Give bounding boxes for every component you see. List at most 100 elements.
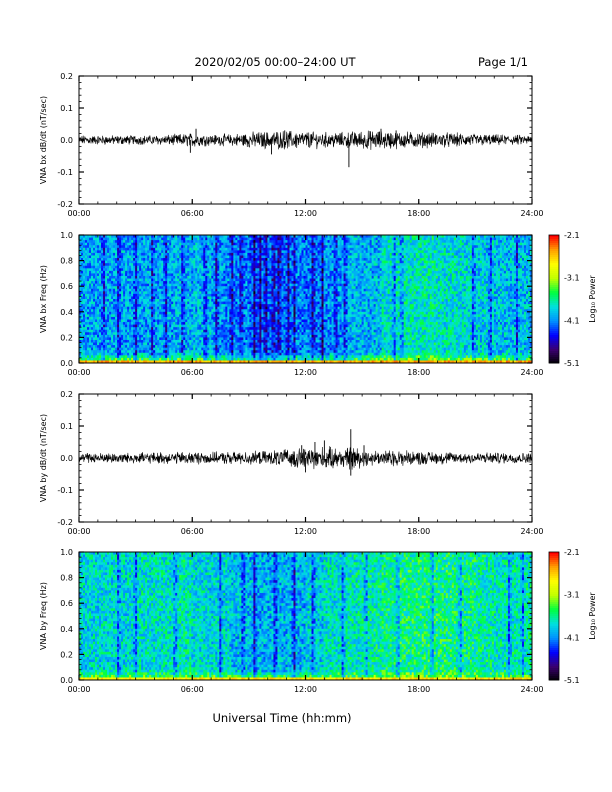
heatmap-cell	[191, 270, 194, 274]
heatmap-cell	[189, 332, 192, 336]
heatmap-cell	[143, 332, 146, 336]
heatmap-cell	[121, 322, 124, 325]
heatmap-cell	[139, 250, 142, 254]
heatmap-cell	[97, 337, 100, 341]
heatmap-cell	[167, 309, 170, 313]
heatmap-cell	[87, 332, 90, 336]
heatmap-cell	[121, 345, 124, 349]
heatmap-cell	[175, 316, 178, 320]
heatmap-cell	[85, 332, 88, 336]
heatmap-cell	[185, 265, 188, 269]
heatmap-cell	[145, 283, 148, 287]
heatmap-cell	[83, 252, 86, 256]
heatmap-cell	[89, 345, 92, 349]
heatmap-cell	[105, 252, 108, 256]
heatmap-cell	[175, 283, 178, 287]
heatmap-cell	[83, 332, 86, 336]
heatmap-cell	[193, 252, 196, 256]
heatmap-cell	[157, 260, 160, 264]
heatmap-cell	[173, 299, 176, 302]
heatmap-cell	[87, 291, 90, 295]
heatmap-cell	[81, 273, 84, 277]
heatmap-cell	[117, 360, 120, 364]
heatmap-cell	[171, 263, 174, 267]
heatmap-cell	[91, 306, 94, 310]
heatmap-cell	[93, 235, 96, 238]
heatmap-cell	[101, 337, 104, 341]
heatmap-cell	[139, 322, 142, 325]
heatmap-cell	[205, 237, 208, 241]
heatmap-cell	[133, 245, 136, 249]
heatmap-cell	[153, 250, 156, 254]
heatmap-cell	[185, 255, 188, 259]
heatmap-cell	[207, 278, 210, 282]
heatmap-cell	[113, 275, 116, 279]
heatmap-cell	[89, 283, 92, 287]
heatmap-cell	[103, 240, 106, 244]
heatmap-cell	[107, 309, 110, 313]
heatmap-cell	[121, 235, 124, 238]
heatmap-cell	[139, 252, 142, 256]
heatmap-cell	[127, 245, 130, 249]
heatmap-cell	[187, 283, 190, 287]
heatmap-cell	[163, 301, 166, 305]
heatmap-cell	[137, 273, 140, 277]
heatmap-cell	[175, 268, 178, 272]
heatmap-cell	[191, 352, 194, 356]
heatmap-cell	[209, 322, 212, 325]
heatmap-cell	[83, 235, 86, 238]
heatmap-cell	[115, 286, 118, 290]
heatmap-cell	[199, 332, 202, 336]
heatmap-cell	[161, 296, 164, 300]
heatmap-cell	[133, 235, 136, 238]
heatmap-cell	[193, 268, 196, 272]
heatmap-cell	[149, 324, 152, 328]
heatmap-cell	[167, 270, 170, 274]
heatmap-cell	[157, 301, 160, 305]
heatmap-cell	[111, 337, 114, 341]
heatmap-cell	[85, 283, 88, 287]
heatmap-cell	[87, 329, 90, 333]
heatmap-cell	[183, 337, 186, 341]
heatmap-cell	[151, 306, 154, 310]
heatmap-cell	[145, 339, 148, 343]
heatmap-cell	[201, 337, 204, 341]
heatmap-cell	[193, 319, 196, 323]
heatmap-cell	[119, 291, 122, 295]
heatmap-cell	[115, 357, 118, 361]
heatmap-cell	[195, 311, 198, 315]
heatmap-cell	[199, 255, 202, 259]
heatmap-cell	[173, 263, 176, 267]
heatmap-cell	[149, 252, 152, 256]
heatmap-cell	[207, 309, 210, 313]
heatmap-cell	[171, 245, 174, 249]
heatmap-cell	[207, 281, 210, 285]
heatmap-cell	[159, 281, 162, 285]
heatmap-cell	[183, 322, 186, 325]
heatmap-cell	[103, 275, 106, 279]
heatmap-cell	[151, 299, 154, 302]
heatmap-cell	[127, 293, 130, 297]
heatmap-cell	[107, 301, 110, 305]
heatmap-cell	[163, 334, 166, 338]
heatmap-cell	[95, 319, 98, 323]
heatmap-cell	[147, 345, 150, 349]
heatmap-cell	[115, 360, 118, 364]
heatmap-cell	[131, 250, 134, 254]
heatmap-cell	[129, 332, 132, 336]
heatmap-cell	[175, 296, 178, 300]
heatmap-cell	[159, 352, 162, 356]
heatmap-cell	[153, 314, 156, 318]
heatmap-cell	[137, 291, 140, 295]
heatmap-cell	[175, 260, 178, 264]
heatmap-cell	[195, 291, 198, 295]
heatmap-cell	[167, 252, 170, 256]
heatmap-cell	[113, 306, 116, 310]
heatmap-cell	[87, 345, 90, 349]
heatmap-cell	[165, 360, 168, 364]
heatmap-cell	[95, 342, 98, 346]
heatmap-cell	[167, 311, 170, 315]
heatmap-cell	[139, 240, 142, 244]
heatmap-cell	[121, 306, 124, 310]
